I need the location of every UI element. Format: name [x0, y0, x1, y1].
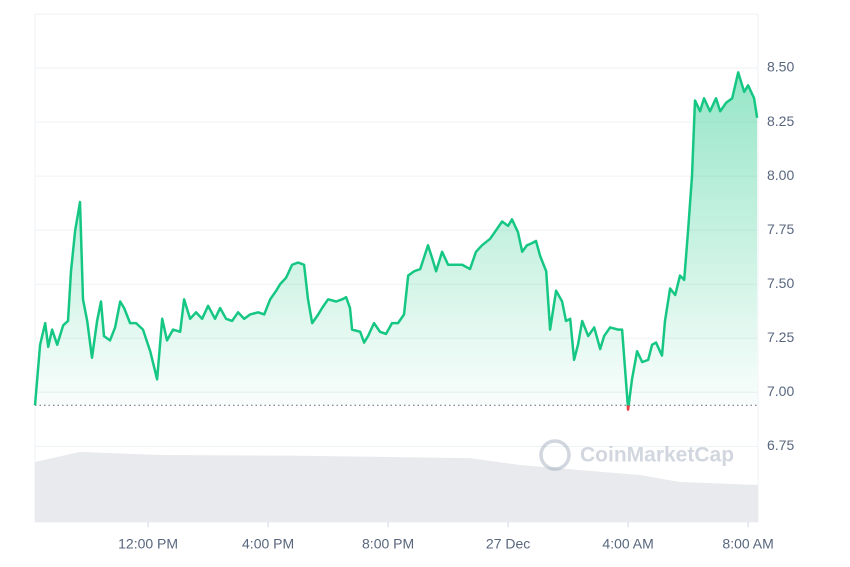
- y-tick-label: 7.25: [767, 329, 794, 345]
- price-line: [33, 71, 759, 411]
- x-tick-label: 8:00 AM: [722, 536, 773, 552]
- x-tick-label: 27 Dec: [486, 536, 530, 552]
- y-tick-label: 8.00: [767, 167, 794, 183]
- price-area: [35, 72, 758, 410]
- y-tick-label: 7.75: [767, 221, 794, 237]
- x-tick-label: 12:00 PM: [118, 536, 178, 552]
- watermark: CoinMarketCap: [539, 439, 734, 471]
- volume-area: [35, 451, 758, 522]
- y-tick-label: 8.25: [767, 113, 794, 129]
- x-tick-label: 4:00 PM: [242, 536, 294, 552]
- y-tick-label: 7.50: [767, 275, 794, 291]
- watermark-text: CoinMarketCap: [580, 444, 734, 467]
- y-tick-label: 6.75: [767, 437, 794, 453]
- x-tick-label: 8:00 PM: [362, 536, 414, 552]
- x-tick-label: 4:00 AM: [602, 536, 653, 552]
- y-tick-label: 7.00: [767, 383, 794, 399]
- y-tick-label: 8.50: [767, 59, 794, 75]
